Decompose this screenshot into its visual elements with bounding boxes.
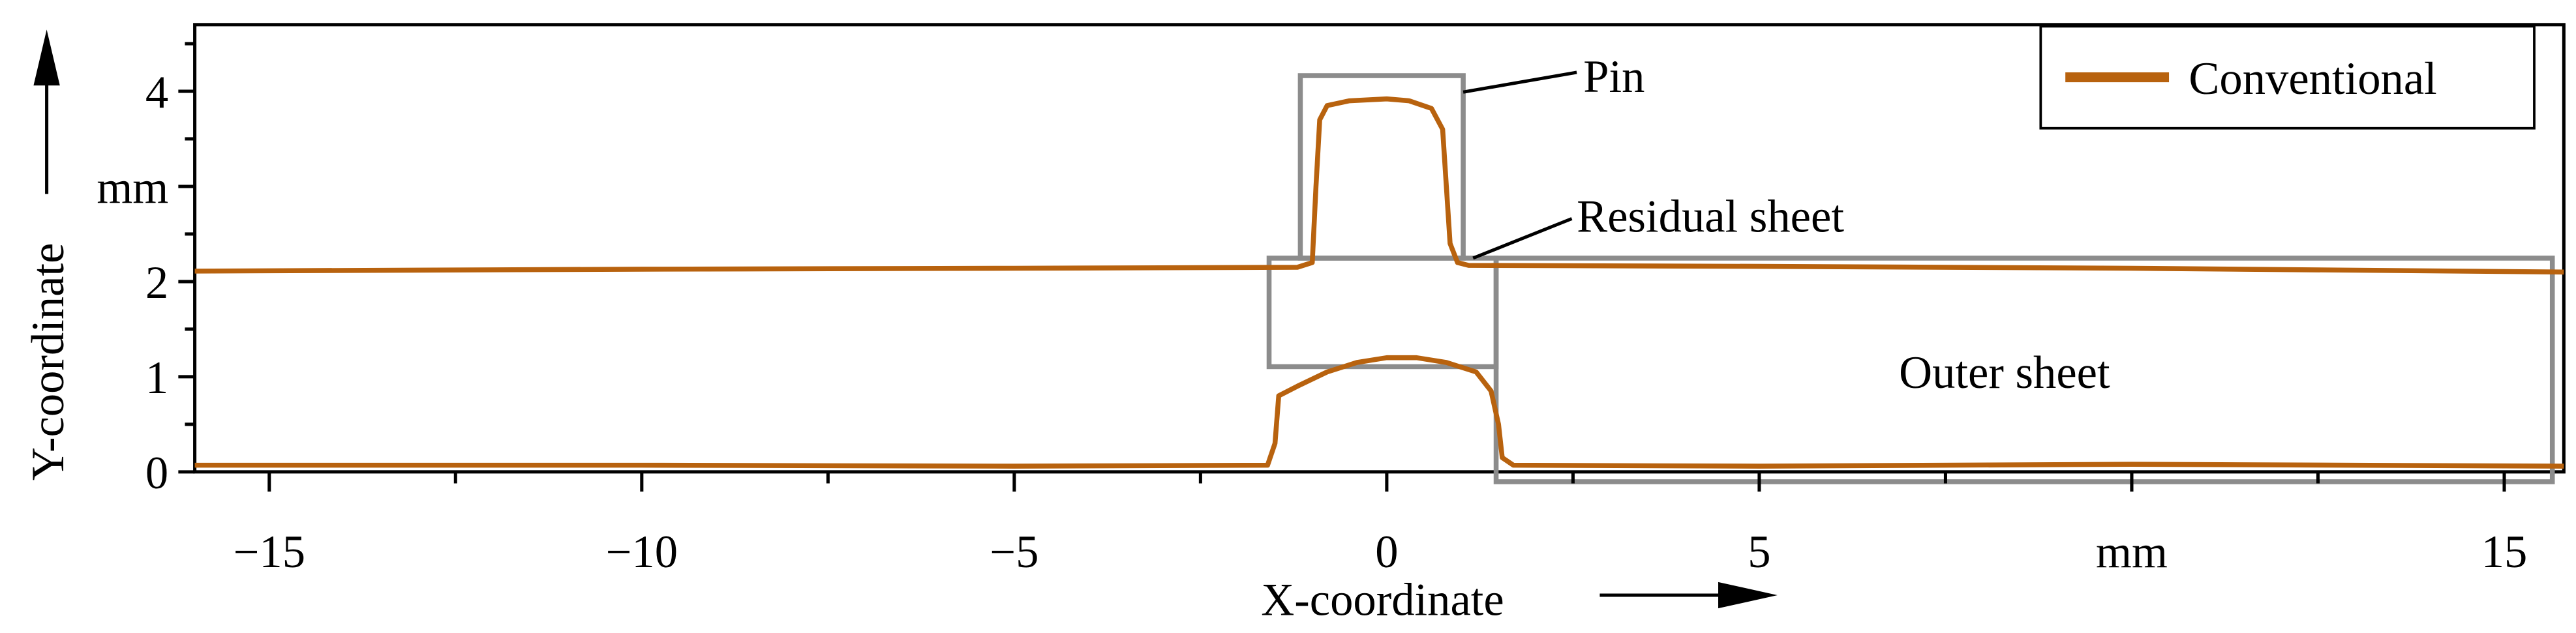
legend-label: Conventional [2189,53,2436,104]
y-tick-label: 2 [145,258,168,308]
y-tick-label: 4 [145,67,168,118]
outer-box [1493,256,2555,484]
y-axis-title: Y-coordinate [23,243,74,481]
pin-box [1297,73,1466,261]
data-line [194,96,2564,469]
x-axis-title: X-coordinate [1261,574,1504,625]
residual-box [1266,256,1499,370]
x-tick-label: −10 [606,527,678,578]
x-tick-label: −5 [990,527,1038,578]
x-tick-label: 15 [2481,527,2528,578]
annotation: Outer sheet [1899,347,2110,398]
residual-leader [1472,217,1573,260]
y-arrow-head [33,29,60,86]
x-tick-label: 0 [1375,527,1398,578]
x-arrow-head [1718,581,1778,609]
x-tick-label: 5 [1748,527,1770,578]
x-tick-label: −15 [234,527,305,578]
plot-frame [193,23,2566,474]
x-tick-label: mm [2096,527,2168,578]
y-tick-label: mm [97,162,168,213]
pin-leader [1462,70,1577,94]
y-tick-label: 1 [145,353,168,404]
annotation: Pin [1583,52,1644,102]
annotation: Residual sheet [1577,192,1844,243]
y-tick-label: 0 [145,448,168,499]
